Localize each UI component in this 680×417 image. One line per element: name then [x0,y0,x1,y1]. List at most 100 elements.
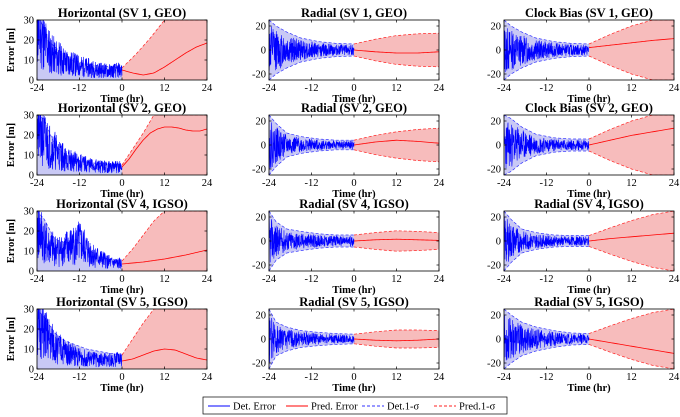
pred-sigma-upper [353,32,439,45]
subplot-8: -24 -12 0 12 24 -20 0 20 Radial (SV 4, IGSO) Time… [252,197,445,296]
y-tick-label: 0 [496,335,501,346]
y-axis-label: Error [m] [6,28,17,72]
pred-sigma-lower [588,150,674,175]
pred-sigma-band [354,128,439,162]
x-tick-label: 24 [669,83,680,94]
pred-error-line [121,42,207,76]
subplot-title: Radial (SV 4, IGSO) [534,197,644,211]
x-tick-label: -24 [497,83,512,94]
x-axis-label: Time (hr) [100,189,144,200]
pred-sigma-band [354,230,439,252]
x-tick-label: 24 [202,83,213,94]
y-tick-label: 10 [24,56,35,67]
x-tick-label: 12 [391,372,402,383]
pred-error-line [121,126,207,168]
pred-sigma-band [589,115,674,175]
plot-area [37,211,207,271]
det-sigma-lower [269,55,355,80]
pred-sigma-band [354,33,439,67]
x-tick-label: 12 [159,372,170,383]
pred-sigma-upper [121,211,207,262]
x-tick-label: 24 [669,372,680,383]
x-tick-label: -24 [30,178,45,189]
x-tick-label: 0 [586,83,591,94]
x-tick-label: -24 [262,178,277,189]
x-tick-label: -24 [30,274,45,285]
y-tick-label: 20 [491,22,502,33]
det-sigma-upper [504,309,590,334]
x-tick-label: -24 [497,372,512,383]
x-tick-label: 12 [626,83,637,94]
x-tick-label: 0 [351,83,356,94]
subplot-9: -24 -12 0 12 24 -20 0 20 Radial (SV 4, IGSO) Time… [487,197,680,296]
y-tick-label: 20 [491,117,502,128]
pred-sigma-lower [353,55,439,68]
det-sigma-lower [504,55,590,80]
plot-area [504,115,674,175]
pred-sigma-lower [588,344,674,369]
x-tick-label: 12 [626,372,637,383]
plot-area [269,115,439,175]
x-tick-label: -12 [305,178,319,189]
det-sigma-lower [504,246,589,271]
y-tick-label: 20 [24,227,35,238]
pred-error-line [121,348,207,362]
y-axis-label: Error [m] [6,123,17,167]
x-tick-label: -12 [305,274,319,285]
x-tick-label: 12 [391,83,402,94]
x-tick-label: 24 [202,178,213,189]
x-tick-label: 12 [159,178,170,189]
subplot-title: Clock Bias (SV 1, GEO) [525,6,653,20]
legend-det-sigma-label: Det.1-σ [387,402,420,413]
det-sigma-upper [37,309,123,356]
subplot-3: -24 -12 0 12 24 -20 0 20 Clock Bias (SV 1, GEO) T… [487,6,680,105]
det-error-line [269,26,355,71]
pred-sigma-band [122,211,207,271]
pred-sigma-upper [588,211,674,236]
x-tick-label: 12 [159,274,170,285]
pred-sigma-band [589,20,674,80]
det-error-line [504,216,590,262]
pred-sigma-upper [588,309,674,334]
y-tick-label: -20 [487,165,501,176]
x-tick-label: -12 [73,274,87,285]
x-tick-label: 24 [434,83,445,94]
subplot-6: -24 -12 0 12 24 -20 0 20 Clock Bias (SV 2, GEO) T… [487,101,680,200]
y-tick-label: 0 [29,76,34,87]
subplot-title: Radial (SV 5, IGSO) [299,295,409,309]
det-sigma-upper [269,309,355,335]
subplot-5: -24 -12 0 12 24 -20 0 20 Radial (SV 2, GEO) Time … [252,101,445,200]
x-tick-label: 0 [351,372,356,383]
y-tick-label: -20 [252,359,266,370]
det-sigma-lower [269,246,354,271]
y-tick-label: 20 [256,22,267,33]
y-tick-label: -20 [487,261,501,272]
x-tick-label: 0 [351,274,356,285]
pred-sigma-lower [588,246,674,271]
pred-sigma-band [122,309,207,369]
x-tick-label: 12 [391,178,402,189]
x-tick-label: -12 [305,83,319,94]
pred-sigma-upper [353,127,439,141]
det-sigma-lower [504,150,589,175]
x-axis-label: Time (hr) [332,189,376,200]
pred-sigma-upper [353,329,439,335]
plot-area [269,309,439,369]
plot-area [269,211,439,271]
x-axis-label: Time (hr) [332,285,376,296]
x-tick-label: 24 [434,372,445,383]
plot-area [37,115,207,175]
subplot-7: -24 -12 0 12 24 0 10 20 30 Horizontal (SV 4, IGSO… [6,197,213,296]
y-tick-label: -20 [487,359,501,370]
y-tick-label: -20 [252,70,266,81]
y-tick-label: 10 [24,151,35,162]
x-axis-label: Time (hr) [567,94,611,105]
x-tick-label: 0 [586,178,591,189]
subplot-title: Clock Bias (SV 2, GEO) [525,101,653,115]
det-error-line [37,115,123,174]
x-tick-label: -24 [262,83,277,94]
y-tick-label: 20 [256,117,267,128]
plot-area [504,309,674,369]
pred-sigma-lower [588,55,674,80]
